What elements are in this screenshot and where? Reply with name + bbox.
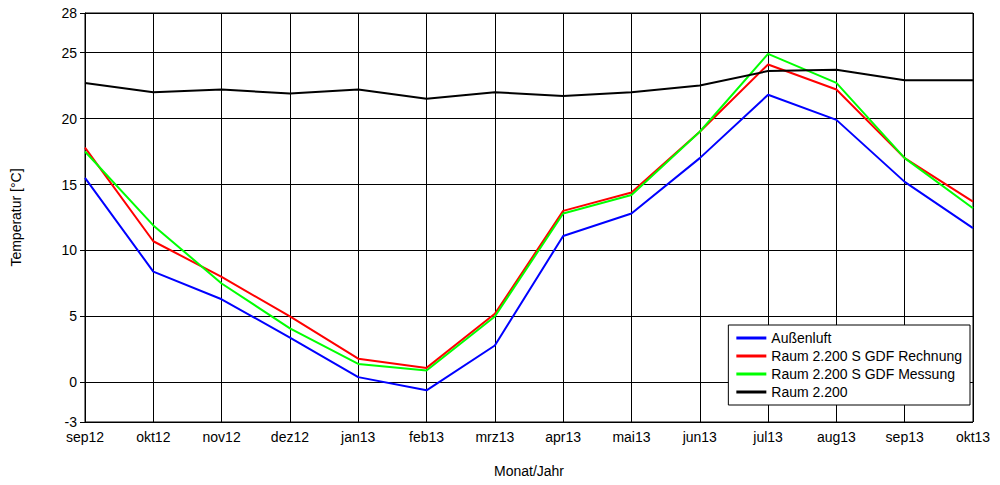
svg-text:mai13: mai13 xyxy=(612,429,650,445)
svg-text:Monat/Jahr: Monat/Jahr xyxy=(494,463,564,479)
svg-text:28: 28 xyxy=(61,5,77,21)
svg-text:sep12: sep12 xyxy=(66,429,104,445)
svg-text:15: 15 xyxy=(61,177,77,193)
svg-text:apr13: apr13 xyxy=(545,429,581,445)
svg-text:jun13: jun13 xyxy=(682,429,717,445)
svg-text:10: 10 xyxy=(61,242,77,258)
svg-text:20: 20 xyxy=(61,111,77,127)
svg-text:okt12: okt12 xyxy=(136,429,170,445)
svg-text:feb13: feb13 xyxy=(409,429,444,445)
svg-text:Raum 2.200: Raum 2.200 xyxy=(771,384,847,400)
svg-text:Raum 2.200 S GDF Messung: Raum 2.200 S GDF Messung xyxy=(771,366,955,382)
svg-text:Temperatur [°C]: Temperatur [°C] xyxy=(8,168,24,266)
svg-text:okt13: okt13 xyxy=(956,429,990,445)
svg-text:-3: -3 xyxy=(65,414,78,430)
svg-text:Raum 2.200 S GDF Rechnung: Raum 2.200 S GDF Rechnung xyxy=(771,348,962,364)
svg-text:nov12: nov12 xyxy=(203,429,241,445)
svg-text:sep13: sep13 xyxy=(886,429,924,445)
svg-text:dez12: dez12 xyxy=(271,429,309,445)
svg-text:Außenluft: Außenluft xyxy=(771,330,831,346)
svg-text:aug13: aug13 xyxy=(817,429,856,445)
svg-text:mrz13: mrz13 xyxy=(475,429,514,445)
svg-text:25: 25 xyxy=(61,45,77,61)
svg-text:0: 0 xyxy=(69,374,77,390)
svg-text:jan13: jan13 xyxy=(340,429,375,445)
svg-text:5: 5 xyxy=(69,308,77,324)
svg-text:jul13: jul13 xyxy=(752,429,783,445)
